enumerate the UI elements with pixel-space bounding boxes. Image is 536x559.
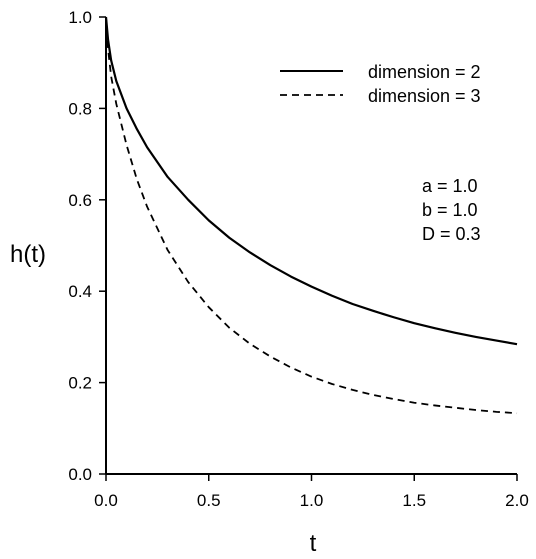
legend-label-dimension-3: dimension = 3 <box>368 86 481 106</box>
param-a: a = 1.0 <box>422 176 478 196</box>
y-tick-label-3: 0.6 <box>68 191 92 210</box>
x-tick-label-3: 1.5 <box>402 491 426 510</box>
series-layer <box>104 16 518 415</box>
param-D: D = 0.3 <box>422 224 481 244</box>
series-line-dimension-2 <box>104 16 518 346</box>
y-tick-label-4: 0.8 <box>68 99 92 118</box>
parameter-annotation: a = 1.0 b = 1.0 D = 0.3 <box>422 176 481 244</box>
x-tick-label-2: 1.0 <box>300 491 324 510</box>
y-tick-label-2: 0.4 <box>68 282 92 301</box>
series-line-dimension-3 <box>105 16 518 415</box>
y-tick-label-5: 1.0 <box>68 8 92 27</box>
x-tick-label-4: 2.0 <box>505 491 529 510</box>
param-b: b = 1.0 <box>422 200 478 220</box>
legend-label-dimension-2: dimension = 2 <box>368 62 481 82</box>
y-tick-label-1: 0.2 <box>68 374 92 393</box>
x-axis-title: t <box>310 530 317 557</box>
axes: 0.0 0.2 0.4 0.6 0.8 1.0 0.0 0.5 1.0 1.5 2.0 <box>68 8 528 510</box>
x-tick-label-0: 0.0 <box>94 491 118 510</box>
legend: dimension = 2 dimension = 3 <box>280 62 481 106</box>
y-axis-title: h(t) <box>10 241 46 268</box>
y-tick-label-0: 0.0 <box>68 465 92 484</box>
x-tick-label-1: 0.5 <box>197 491 221 510</box>
